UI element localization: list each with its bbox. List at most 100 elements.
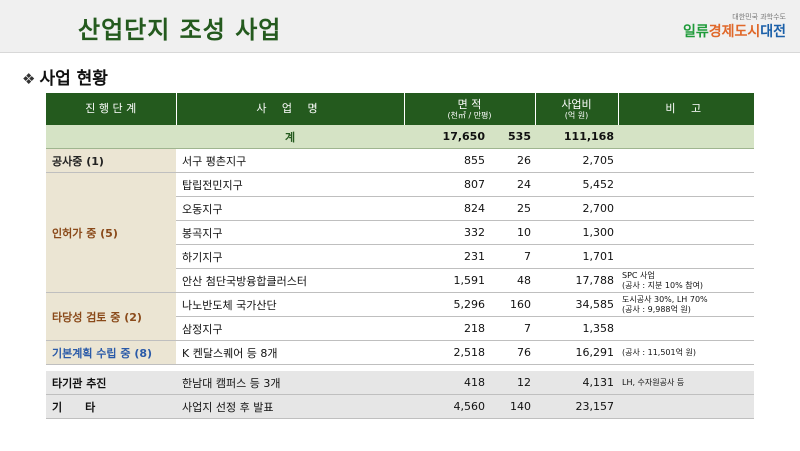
area-m2: 418 [404, 371, 489, 395]
header-project: 사 업 명 [176, 93, 405, 125]
area-m2: 1,591 [404, 268, 489, 293]
header-cost-unit: (억 원) [564, 110, 589, 120]
total-area-m2: 17,650 [404, 125, 489, 149]
table-row: 타당성 검토 중 (2) 나노반도체 국가산단 5,296 160 34,585… [46, 292, 754, 341]
logo-tagline: 대한민국 과학수도 [732, 13, 786, 21]
section-title: 사업 현황 [39, 69, 108, 89]
project-note [618, 148, 754, 173]
stage-cell: 타기관 추진 [46, 371, 176, 395]
area-pyeong: 140 [489, 394, 535, 419]
header-area-label: 면 적 [457, 97, 482, 111]
table-row: 하기지구 231 7 1,701 [46, 244, 754, 269]
project-name: 하기지구 [176, 244, 404, 269]
stage-cell: 타당성 검토 중 (2) [46, 292, 176, 341]
project-cost: 23,157 [535, 394, 618, 419]
slide-header: 산업단지 조성 사업 대한민국 과학수도 일류경제도시대전 [0, 0, 800, 53]
project-note [618, 244, 754, 269]
project-note [618, 220, 754, 245]
project-note: (공사 : 11,501억 원) [618, 340, 754, 365]
note-line-2: (공사 : 9,988억 원) [622, 304, 691, 314]
project-name: K 켄달스퀘어 등 8개 [176, 340, 404, 365]
table-row: 삼정지구 218 7 1,358 [46, 316, 754, 341]
logo-text-3: 대전 [760, 24, 786, 40]
stage-cell: 인허가 중 (5) [46, 172, 176, 293]
project-note [618, 196, 754, 221]
project-status-table: 진 행 단 계 사 업 명 면 적 (천㎡ / 만평) 사업비 (억 원) 비 고 … [46, 93, 754, 419]
header-cost: 사업비 (억 원) [535, 93, 619, 125]
area-pyeong: 26 [489, 148, 535, 173]
project-note [618, 394, 754, 419]
header-area: 면 적 (천㎡ / 만평) [404, 93, 536, 125]
project-cost: 17,788 [535, 268, 618, 293]
table-row: 봉곡지구 332 10 1,300 [46, 220, 754, 245]
city-logo: 대한민국 과학수도 일류경제도시대전 [682, 13, 786, 40]
table-row: 오동지구 824 25 2,700 [46, 196, 754, 221]
table-row: 타기관 추진 한남대 캠퍼스 등 3개 418 12 4,131 LH, 수자원… [46, 371, 754, 395]
table-row: 기 타 사업지 선정 후 발표 4,560 140 23,157 [46, 394, 754, 419]
project-note: 도시공사 30%, LH 70% (공사 : 9,988억 원) [618, 292, 754, 317]
logo-text-1: 일류 [682, 24, 709, 40]
area-m2: 5,296 [404, 292, 489, 317]
project-name: 사업지 선정 후 발표 [176, 394, 404, 419]
area-m2: 855 [404, 148, 489, 173]
project-name: 오동지구 [176, 196, 404, 221]
area-pyeong: 76 [489, 340, 535, 365]
table-row: 안산 첨단국방융합클러스터 1,591 48 17,788 SPC 사업 (공사 … [46, 268, 754, 293]
header-cost-label: 사업비 [561, 97, 592, 111]
area-pyeong: 7 [489, 244, 535, 269]
total-cost: 111,168 [535, 125, 618, 149]
area-pyeong: 12 [489, 371, 535, 395]
area-m2: 218 [404, 316, 489, 341]
project-name: 봉곡지구 [176, 220, 404, 245]
page-title: 산업단지 조성 사업 [78, 16, 282, 44]
note-line-1: SPC 사업 [622, 270, 655, 280]
area-m2: 2,518 [404, 340, 489, 365]
area-m2: 807 [404, 172, 489, 197]
project-name: 삼정지구 [176, 316, 404, 341]
total-label: 계 [176, 125, 404, 149]
table-row: 인허가 중 (5) 탑립전민지구 807 24 5,452 [46, 172, 754, 293]
project-name: 서구 평촌지구 [176, 148, 404, 173]
stage-cell: 기본계획 수립 중 (8) [46, 340, 176, 365]
project-cost: 34,585 [535, 292, 618, 317]
note-line-1: 도시공사 30%, LH 70% [622, 294, 708, 304]
area-pyeong: 48 [489, 268, 535, 293]
project-cost: 2,700 [535, 196, 618, 221]
area-m2: 231 [404, 244, 489, 269]
table-header-row: 진 행 단 계 사 업 명 면 적 (천㎡ / 만평) 사업비 (억 원) 비 고 [46, 93, 754, 125]
project-name: 한남대 캠퍼스 등 3개 [176, 371, 404, 395]
stage-cell: 기 타 [46, 394, 176, 419]
project-name: 나노반도체 국가산단 [176, 292, 404, 317]
stage-cell: 공사중 (1) [46, 148, 176, 173]
project-cost: 4,131 [535, 371, 618, 395]
project-name: 안산 첨단국방융합클러스터 [176, 268, 404, 293]
project-cost: 16,291 [535, 340, 618, 365]
project-note: SPC 사업 (공사 : 지분 10% 참여) [618, 268, 754, 293]
total-area-pyeong: 535 [489, 125, 535, 149]
area-pyeong: 160 [489, 292, 535, 317]
header-area-unit: (천㎡ / 만평) [447, 110, 492, 120]
area-pyeong: 7 [489, 316, 535, 341]
project-note [618, 316, 754, 341]
area-m2: 332 [404, 220, 489, 245]
diamond-bullet-icon: ❖ [22, 70, 36, 88]
project-cost: 5,452 [535, 172, 618, 197]
area-m2: 4,560 [404, 394, 489, 419]
total-row: 계 17,650 535 111,168 [46, 125, 754, 149]
table-row: 공사중 (1) 서구 평촌지구 855 26 2,705 [46, 148, 754, 173]
logo-text-2: 경제도시 [708, 24, 761, 40]
area-pyeong: 10 [489, 220, 535, 245]
area-m2: 824 [404, 196, 489, 221]
project-name: 탑립전민지구 [176, 172, 404, 197]
header-stage: 진 행 단 계 [46, 93, 177, 125]
project-cost: 1,358 [535, 316, 618, 341]
area-pyeong: 24 [489, 172, 535, 197]
area-pyeong: 25 [489, 196, 535, 221]
header-note: 비 고 [618, 93, 754, 125]
note-line-2: (공사 : 지분 10% 참여) [622, 280, 704, 290]
project-cost: 1,701 [535, 244, 618, 269]
table-row: 기본계획 수립 중 (8) K 켄달스퀘어 등 8개 2,518 76 16,2… [46, 340, 754, 365]
project-cost: 2,705 [535, 148, 618, 173]
section-heading: ❖ 사업 현황 [22, 64, 108, 89]
project-note [618, 172, 754, 197]
